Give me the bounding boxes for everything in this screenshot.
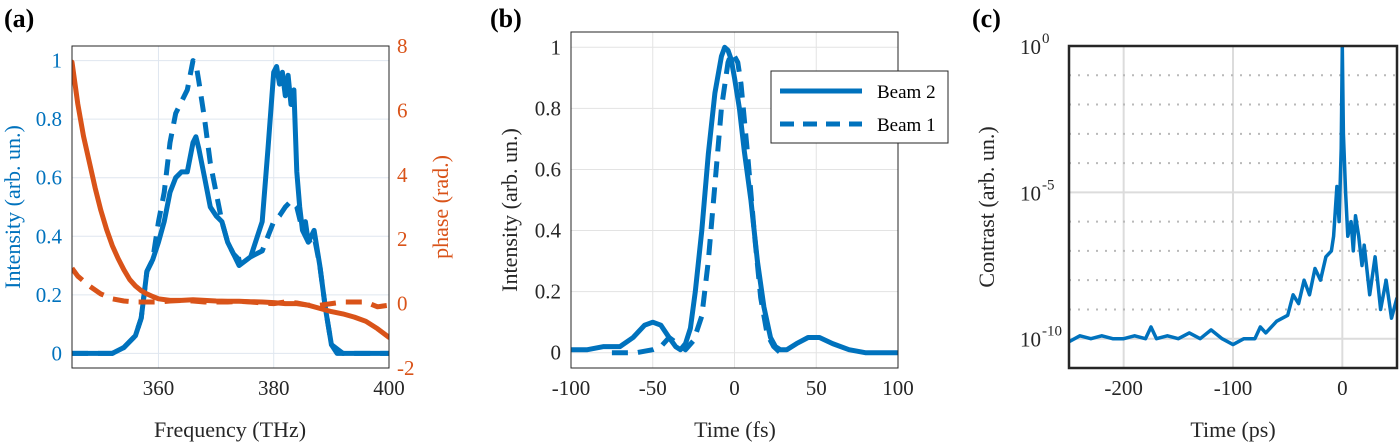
y-tick-label: 10 [1020, 181, 1041, 205]
y2-axis-label-a: phase (rad.) [428, 155, 453, 259]
legend-b: Beam 2 Beam 1 [770, 70, 949, 144]
beam-2-line [571, 44, 898, 356]
y-tick-exponent: 0 [1042, 31, 1050, 47]
y-tick-label: 0.2 [535, 280, 561, 304]
x-tick-label: 0 [1337, 376, 1348, 400]
y2-tick-label: 4 [397, 163, 408, 187]
contrast-line [1069, 46, 1397, 347]
plot-frame-c [1067, 44, 1399, 370]
y-axis-label-b: Intensity (arb. un.) [497, 128, 522, 292]
y-tick-label: 0.6 [535, 157, 561, 181]
y-tick-label: 0 [551, 341, 562, 365]
y-tick-label: 1 [551, 35, 562, 59]
y-tick-label: 10 [1020, 328, 1041, 352]
panel-label-c: (c) [972, 4, 1001, 33]
y-tick-label: 0.4 [36, 224, 63, 248]
x-axis-label-c: Time (ps) [1190, 417, 1275, 442]
beam-1-line [611, 50, 787, 356]
y2-tick-label: -2 [397, 356, 415, 380]
y2-tick-label: 2 [397, 227, 408, 251]
y-tick-label: 10 [1020, 35, 1041, 59]
y2-tick-label: 0 [397, 292, 408, 316]
y-tick-label: 1 [52, 49, 63, 73]
x-tick-label: 100 [882, 376, 914, 400]
legend-label-beam-1: Beam 1 [877, 115, 936, 136]
x-tick-label: -100 [1214, 376, 1253, 400]
y-tick-exponent: -10 [1042, 324, 1062, 340]
y-tick-label: 0.2 [36, 283, 62, 307]
x-tick-label: 50 [806, 376, 827, 400]
panel-label-a: (a) [4, 4, 34, 33]
y-tick-label: 0.4 [535, 219, 562, 243]
y-tick-label: 0.8 [535, 96, 561, 120]
x-tick-label: 380 [258, 376, 290, 400]
x-axis-label-a: Frequency (THz) [154, 417, 306, 442]
intensity-solid-line [72, 64, 389, 356]
x-tick-label: -200 [1104, 376, 1143, 400]
phase-solid-line [72, 59, 389, 340]
plot-frame-a [71, 45, 390, 369]
x-tick-label: 360 [143, 376, 175, 400]
intensity-dashed-line [72, 58, 389, 356]
panel-b: (b) -100 -50 0 50 100 0 0.2 0.4 0.6 0.8 1 Time (fs… [490, 4, 949, 442]
x-axis-label-b: Time (fs) [694, 417, 776, 442]
panel-a: (a) 360 380 400 0 0.2 0.4 0.6 0.8 1 -2 0 2 4 6 8 Frequ… [0, 4, 453, 442]
legend-box [770, 70, 949, 144]
y-tick-label: 0.8 [36, 107, 62, 131]
y-tick-exponent: -5 [1042, 177, 1055, 193]
panel-label-b: (b) [490, 4, 522, 33]
x-tick-label: -50 [639, 376, 667, 400]
y-axis-label-c: Contrast (arb. un.) [974, 126, 999, 287]
plot-frame-b [570, 31, 899, 369]
y2-tick-label: 8 [397, 34, 408, 58]
x-tick-label: 400 [373, 376, 405, 400]
legend-label-beam-2: Beam 2 [877, 82, 936, 103]
y-tick-label: 0 [52, 341, 63, 365]
y-axis-label-a: Intensity (arb. un.) [0, 125, 25, 289]
x-tick-label: 0 [729, 376, 740, 400]
y-tick-label: 0.6 [36, 166, 62, 190]
x-tick-label: -100 [552, 376, 591, 400]
phase-dashed-line [72, 266, 389, 310]
y2-tick-label: 6 [397, 98, 408, 122]
